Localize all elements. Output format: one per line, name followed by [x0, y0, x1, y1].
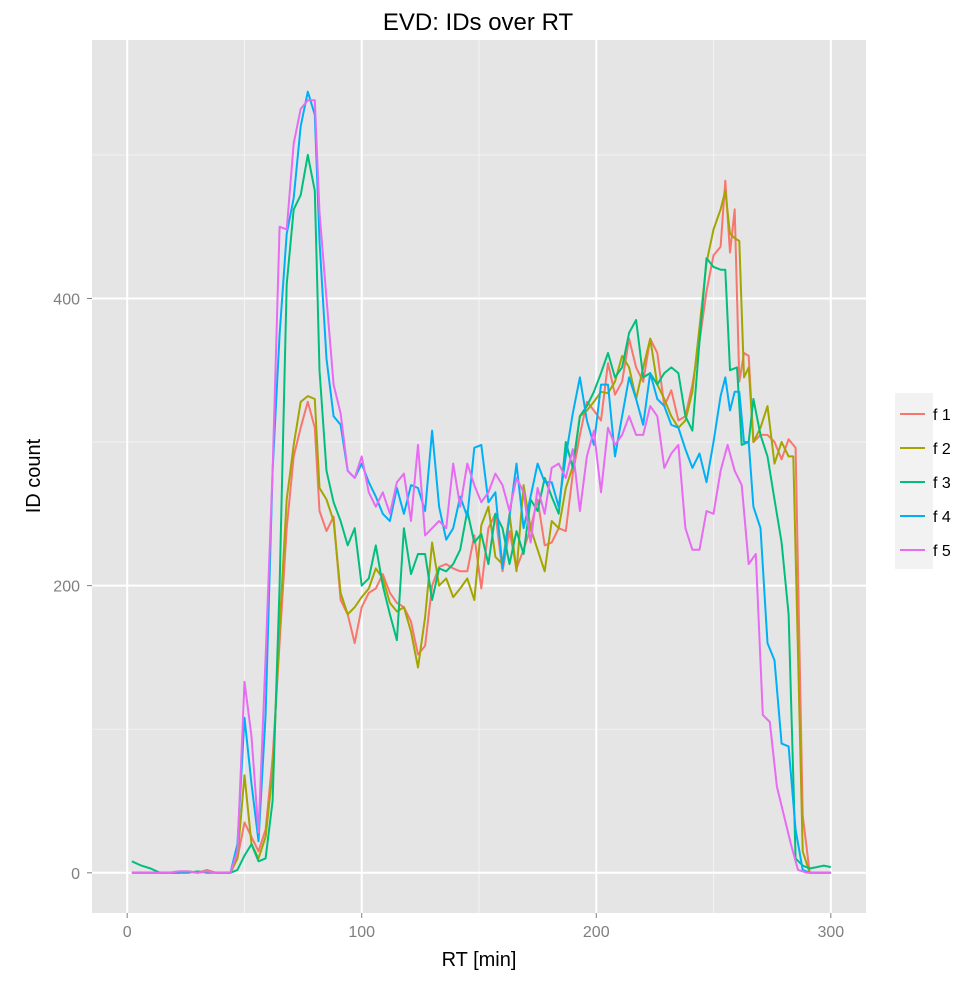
- legend: f 1 f 2 f 3 f 4 f 5: [895, 393, 951, 569]
- legend-label-3: f 3: [933, 475, 951, 492]
- legend-label-1: f 1: [933, 407, 951, 424]
- legend-label-2: f 2: [933, 441, 951, 458]
- series-line-3: [131, 153, 832, 874]
- minor-grid: [92, 40, 866, 913]
- legend-label-4: f 4: [933, 509, 951, 526]
- y-tick-label: 200: [53, 579, 80, 596]
- x-tick-label: 0: [123, 924, 132, 941]
- series-layer: [131, 90, 832, 874]
- legend-label-5: f 5: [933, 543, 951, 560]
- y-axis-title: ID count: [23, 438, 45, 513]
- x-tick-label: 300: [817, 924, 844, 941]
- x-tick-label: 200: [583, 924, 610, 941]
- tick-labels: 0 100 200 300 0 200 400: [53, 291, 844, 941]
- x-axis-title: RT [min]: [442, 949, 517, 971]
- y-tick-label: 0: [71, 866, 80, 883]
- series-line-4: [131, 90, 831, 874]
- y-tick-label: 400: [53, 291, 80, 308]
- x-tick-label: 100: [348, 924, 375, 941]
- series-line-5: [131, 99, 831, 874]
- chart-title: EVD: IDs over RT: [383, 9, 574, 36]
